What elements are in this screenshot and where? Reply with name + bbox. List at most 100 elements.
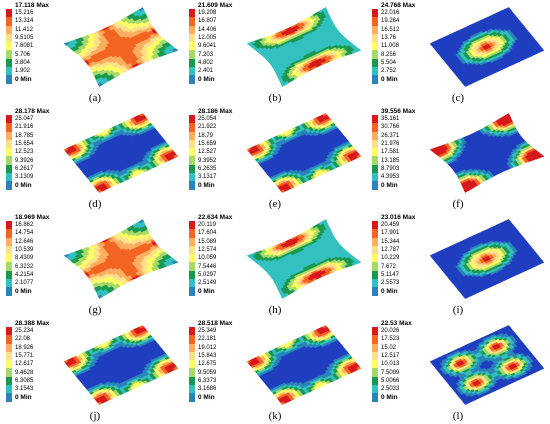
legend-row: 8.7903 (372, 164, 432, 174)
contour-panel: 39.556 Max 35.161 30.766 26.371 21.976 17.581… (366, 106, 549, 212)
legend-tick-label: 4.802 (198, 59, 214, 66)
legend-swatch (6, 139, 12, 149)
legend-row: 21.916 (6, 123, 66, 132)
legend-swatch (372, 17, 378, 26)
legend-swatch (6, 287, 12, 296)
legend-row: 10.059 (189, 254, 249, 263)
legend-row: 12.523 (6, 148, 66, 157)
legend-swatch (189, 123, 195, 132)
deformed-plate-contour (63, 113, 179, 193)
color-legend: 28.178 Max 25.047 21.916 18.785 15.654 12.523… (6, 108, 66, 190)
legend-swatch (6, 270, 12, 280)
legend-swatch (6, 115, 12, 124)
legend-tick-label: 9.3926 (15, 157, 34, 164)
legend-swatch (372, 33, 378, 43)
legend-row: 4.802 (189, 58, 249, 68)
legend-swatch (372, 25, 378, 34)
legend-swatch (6, 181, 12, 190)
legend-swatch (6, 50, 12, 59)
contour-panel: 18.969 Max 16.862 14.754 12.646 10.539 8.4309… (0, 212, 183, 318)
legend-row: 14.754 (6, 229, 66, 238)
contour-cell (354, 48, 362, 53)
legend-tick-label: 1.902 (15, 68, 31, 75)
legend-min-label: 0 Min (198, 288, 215, 296)
legend-swatch (372, 42, 378, 51)
legend-row: 7.6081 (6, 42, 66, 51)
deformed-plate-contour (429, 113, 545, 193)
legend-row: 35.161 (372, 115, 432, 124)
legend-min-label: 0 Min (381, 182, 398, 190)
legend-swatch (189, 229, 195, 238)
legend-swatch (6, 42, 12, 51)
legend-row: 0 Min (189, 181, 249, 190)
legend-swatch (189, 17, 195, 26)
legend-swatch (6, 25, 12, 34)
legend-tick-label: 15.659 (198, 141, 217, 148)
legend-row: 12.574 (189, 245, 249, 255)
legend-tick-label: 6.2617 (15, 165, 34, 172)
legend-tick-label: 19.264 (381, 18, 400, 25)
legend-tick-label: 5.706 (15, 51, 31, 58)
legend-swatch (189, 25, 195, 34)
legend-tick-label: 16.862 (15, 222, 34, 229)
legend-swatch (189, 270, 195, 280)
legend-row: 12.527 (189, 148, 249, 157)
legend-tick-label: 12.574 (198, 247, 217, 254)
legend-tick-label: 6.2635 (198, 165, 217, 172)
legend-tick-label: 7.6081 (15, 43, 34, 50)
legend-row: 26.371 (372, 131, 432, 140)
legend-row: 0 Min (372, 181, 432, 190)
legend-tick-label: 21.916 (15, 124, 34, 131)
legend-row: 25.047 (6, 115, 66, 124)
legend-tick-label: 5.0297 (198, 271, 217, 278)
legend-swatch (6, 17, 12, 26)
legend-swatch (189, 237, 195, 246)
legend-tick-label: 5.504 (381, 59, 397, 66)
legend-row: 17.581 (372, 148, 432, 157)
legend-swatch (189, 67, 195, 76)
legend-row: 9.3926 (6, 156, 66, 165)
legend-tick-label: 14.406 (198, 26, 217, 33)
legend-tick-label: 17.604 (198, 230, 217, 237)
legend-row: 8.4309 (6, 254, 66, 263)
legend-swatch (6, 75, 12, 84)
contour-cell (171, 48, 179, 53)
legend-swatch (189, 9, 195, 18)
legend-swatch (372, 148, 378, 157)
legend-row: 3.1317 (189, 173, 249, 182)
legend-min-label: 0 Min (198, 76, 215, 84)
legend-row: 25.054 (189, 115, 249, 124)
legend-row: 13.76 (372, 33, 432, 43)
legend-swatch (372, 115, 378, 124)
legend-row: 5.0297 (189, 270, 249, 280)
legend-swatch (6, 254, 12, 263)
legend-tick-label: 15.089 (198, 238, 217, 245)
legend-tick-label: 12.527 (198, 149, 217, 156)
legend-row: 12.005 (189, 33, 249, 43)
legend-swatch (189, 139, 195, 149)
deformed-plate-contour (429, 7, 545, 87)
legend-swatch (6, 237, 12, 246)
legend-row: 15.216 (6, 9, 66, 18)
legend-row: 11.412 (6, 25, 66, 34)
legend-tick-label: 21.922 (198, 124, 217, 131)
legend-tick-label: 9.5105 (15, 35, 34, 42)
legend-max-label: 18.969 Max (15, 214, 50, 221)
deformed-plate-contour (246, 219, 362, 299)
legend-max-label: 28.178 Max (15, 108, 50, 115)
legend-tick-label: 14.754 (15, 230, 34, 237)
legend-row: 11.008 (372, 42, 432, 51)
legend-tick-label: 15.654 (15, 141, 34, 148)
legend-swatch (372, 75, 378, 84)
legend-swatch (189, 221, 195, 230)
legend-swatch (189, 148, 195, 157)
legend-tick-label: 22.016 (381, 10, 400, 17)
legend-row: 0 Min (189, 75, 249, 84)
legend-tick-label: 35.161 (381, 116, 400, 123)
legend-row: 5.706 (6, 50, 66, 59)
legend-row: 7.5446 (189, 262, 249, 271)
legend-tick-label: 8.256 (381, 51, 397, 58)
legend-swatch (189, 279, 195, 288)
legend-tick-label: 4.2154 (15, 271, 34, 278)
